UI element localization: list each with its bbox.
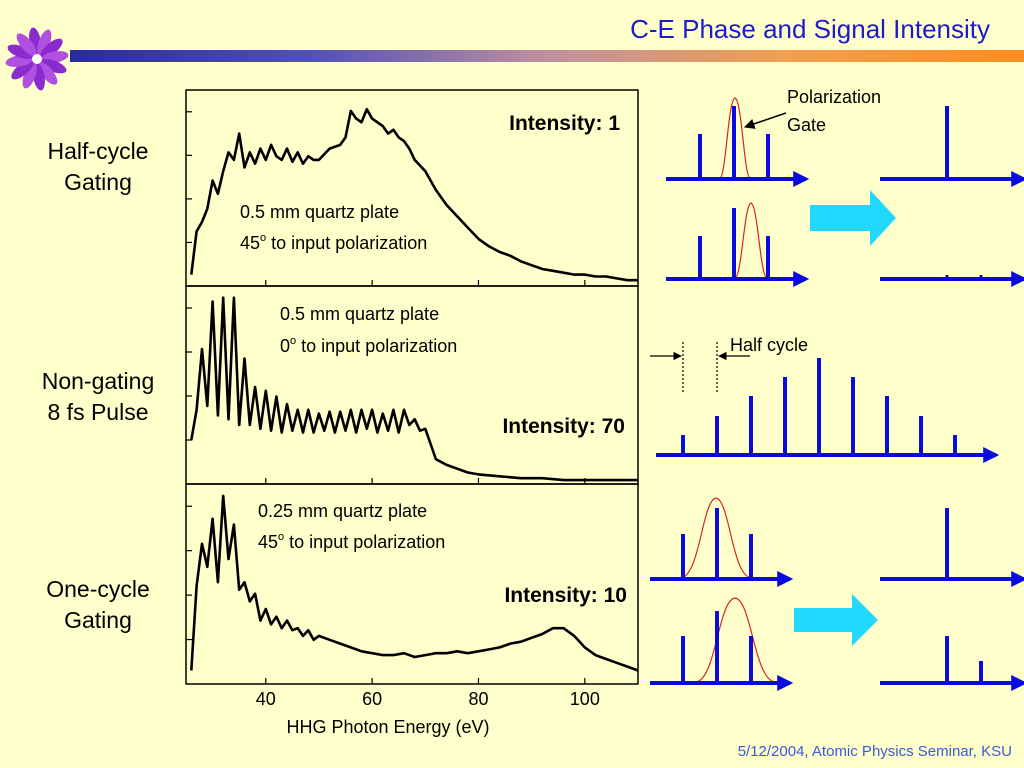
row-label-line2: 8 fs Pulse [47,399,149,425]
process-arrow-icon [810,190,896,246]
row-label-line1: Non-gating [41,368,155,394]
logo-petal [11,59,34,80]
logo-petal [37,29,52,56]
row-label-line2: Gating [64,169,132,195]
half-cycle-pulse-bottom [666,202,810,287]
one-cycle-result-top [880,508,1024,587]
one-cycle-pulse-top [650,497,794,587]
plate-label-2: 0.5 mm quartz plate [280,304,439,324]
process-arrow-icon [794,594,878,646]
polarization-gate-line1: Polarization [787,87,881,107]
angle-suffix: to input polarization [284,532,445,552]
x-tick-label: 100 [570,689,600,709]
degree-mark: o [260,232,266,244]
flower-logo-icon [5,27,69,91]
logo-petal [22,62,37,89]
gate-envelope [679,497,753,579]
angle-label-1: 45o to input polarization [240,232,427,253]
slide-title: C-E Phase and Signal Intensity [630,14,990,44]
slide-footer: 5/12/2004, Atomic Physics Seminar, KSU [737,743,1012,760]
row-label-half-cycle: Half-cycle Gating [28,136,168,198]
one-cycle-pulse-bottom [650,597,794,691]
logo-petal [40,59,67,74]
logo-center [32,54,42,64]
one-cycle-result-bottom [880,636,1024,691]
angle-suffix: to input polarization [266,233,427,253]
gate-envelope [719,97,751,179]
intensity-label-3: Intensity: 10 [504,584,627,607]
angle-suffix: to input polarization [296,336,457,356]
polarization-gate-line2: Gate [787,115,826,135]
series-line [190,107,638,282]
angle-label-3: 45o to input polarization [258,531,445,552]
x-tick-label: 80 [468,689,488,709]
series-line [190,296,638,482]
gate-envelope [694,597,777,683]
logo-petal [37,62,58,85]
x-axis-label: HHG Photon Energy (eV) [286,717,489,737]
non-gating-pulse: Half cycle [650,335,1000,463]
gate-pointer-arrow [744,112,787,129]
series-line [190,494,639,672]
angle-label-2: 0o to input polarization [280,335,457,356]
intensity-label-2: Intensity: 70 [502,415,625,438]
row-label-non-gating: Non-gating 8 fs Pulse [18,366,178,428]
panel-frame [185,483,639,685]
half-cycle-result-top [880,106,1024,187]
half-cycle-result-bottom [880,271,1024,287]
degree-mark: o [290,335,296,347]
logo-petal [16,33,37,56]
row-label-line1: One-cycle [46,576,150,602]
half-cycle-pulse-top [666,97,810,187]
angle-value: 45 [240,233,260,253]
plate-label-3: 0.25 mm quartz plate [258,501,427,521]
intensity-label-1: Intensity: 1 [509,112,620,135]
logo-petal [40,38,63,59]
half-cycle-label: Half cycle [730,335,808,355]
polarization-gate-label: Polarization Gate [787,87,886,135]
logo-petal [7,44,34,59]
x-tick-label: 40 [256,689,276,709]
row-label-line1: Half-cycle [47,138,149,164]
angle-value: 45 [258,532,278,552]
gate-envelope [734,202,768,279]
plate-label-1: 0.5 mm quartz plate [240,202,399,222]
row-label-line2: Gating [64,607,132,633]
title-bar [70,50,1024,62]
degree-mark: o [278,531,284,543]
angle-value: 0 [280,336,290,356]
row-label-one-cycle: One-cycle Gating [28,574,168,636]
x-tick-label: 60 [362,689,382,709]
